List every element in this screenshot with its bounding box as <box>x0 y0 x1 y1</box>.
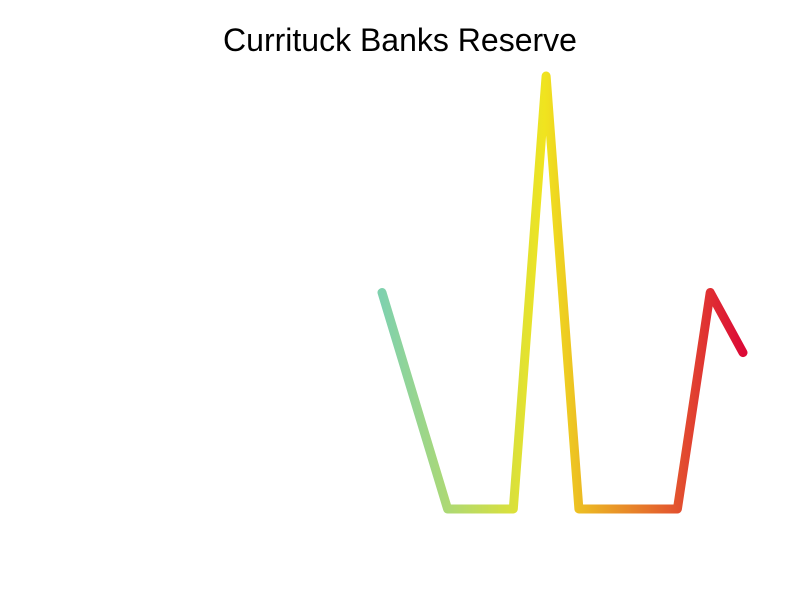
chart-title: Currituck Banks Reserve <box>223 22 577 58</box>
series-path <box>377 71 748 514</box>
data-point-5 <box>542 72 551 81</box>
data-point-0 <box>378 288 387 297</box>
data-point-8 <box>640 505 649 514</box>
data-point-6 <box>574 505 583 514</box>
data-point-1 <box>410 396 419 405</box>
data-point-4 <box>509 505 518 514</box>
data-point-9 <box>673 505 682 514</box>
data-point-10 <box>706 288 715 297</box>
data-point-2 <box>443 505 452 514</box>
data-point-7 <box>607 505 616 514</box>
data-point-11 <box>739 348 748 357</box>
series-line <box>377 71 748 514</box>
data-point-3 <box>476 505 485 514</box>
